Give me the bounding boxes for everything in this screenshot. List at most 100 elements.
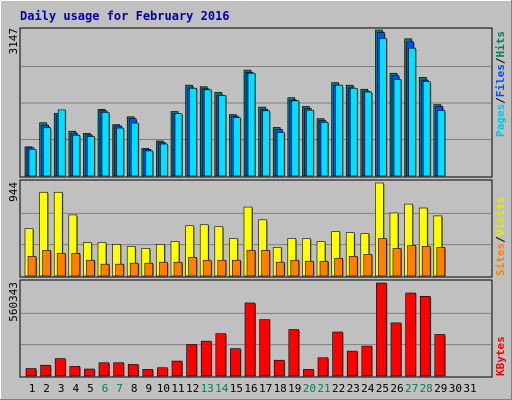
x-tick-day-15: 15 (230, 382, 243, 395)
bar-pages-day-21 (320, 122, 329, 177)
x-tick-day-7: 7 (116, 382, 123, 395)
bar-kbytes-day-10 (157, 367, 168, 377)
bar-kbytes-day-21 (317, 357, 329, 377)
bar-sites-day-2 (42, 250, 51, 277)
bar-kbytes-day-22 (332, 331, 343, 377)
bar-kbytes-day-1 (25, 368, 37, 377)
bar-pages-day-24 (364, 91, 373, 177)
bar-sites-day-27 (407, 245, 416, 277)
bar-pages-day-2 (43, 127, 51, 177)
bar-kbytes-day-24 (361, 345, 373, 377)
bar-sites-day-10 (159, 261, 168, 277)
bar-kbytes-day-11 (171, 360, 183, 377)
x-tick-day-21: 21 (317, 382, 330, 395)
x-tick-day-11: 11 (171, 382, 184, 395)
x-tick-day-6: 6 (102, 382, 109, 395)
bar-pages-day-1 (28, 149, 37, 177)
bar-sites-day-21 (319, 260, 329, 277)
legend-files: Files (494, 64, 507, 97)
bar-pages-day-25 (379, 38, 387, 177)
x-tick-labels: 1 2 3 4 5 6 7 8 9 10 11 12 13 14 15 16 17 18 19 20 21 22 23 24 2… (29, 382, 477, 395)
bar-sites-day-20 (305, 260, 314, 277)
bar-kbytes-day-2 (40, 364, 51, 377)
bar-pages-day-5 (87, 136, 95, 177)
bar-kbytes-day-27 (405, 292, 416, 377)
bar-pages-day-6 (101, 112, 110, 177)
bar-kbytes-day-5 (84, 368, 95, 377)
chart-title: Daily usage for February 2016 (20, 9, 230, 23)
x-tick-day-29: 29 (434, 382, 447, 395)
bar-sites-day-28 (421, 246, 431, 277)
x-tick-day-22: 22 (332, 382, 345, 395)
bar-pages-day-15 (233, 117, 241, 177)
x-tick-day-26: 26 (390, 382, 403, 395)
bar-kbytes-day-23 (346, 350, 358, 377)
x-tick-day-27: 27 (405, 382, 418, 395)
x-tick-day-20: 20 (303, 382, 316, 395)
bar-kbytes-day-19 (288, 329, 300, 377)
x-tick-day-30: 30 (449, 382, 462, 395)
x-tick-day-23: 23 (347, 382, 360, 395)
bar-kbytes-day-8 (127, 364, 139, 377)
legend-kbytes: KBytes (494, 336, 507, 376)
bar-kbytes-day-28 (419, 296, 431, 377)
bar-pages-day-26 (393, 79, 402, 177)
bar-kbytes-day-12 (186, 344, 197, 377)
bar-pages-day-28 (422, 81, 431, 177)
bar-sites-day-13 (202, 259, 212, 277)
bar-sites-day-7 (115, 263, 124, 277)
x-tick-day-13: 13 (201, 382, 214, 395)
bar-pages-day-27 (408, 47, 416, 177)
bar-pages-day-23 (349, 87, 358, 177)
bar-sites-day-19 (290, 259, 300, 277)
x-tick-day-25: 25 (376, 382, 389, 395)
bar-pages-day-20 (306, 109, 314, 177)
bar-kbytes-day-17 (259, 319, 270, 377)
bar-sites-day-15 (232, 259, 241, 277)
bar-kbytes-day-13 (200, 340, 212, 377)
bar-kbytes-day-26 (390, 322, 402, 377)
x-tick-day-12: 12 (186, 382, 199, 395)
bar-kbytes-day-29 (434, 334, 446, 377)
x-tick-day-16: 16 (244, 382, 257, 395)
ymax-label-visits: 944 (7, 182, 20, 202)
bar-sites-day-9 (144, 262, 154, 277)
bar-pages-day-8 (130, 122, 139, 177)
bar-pages-day-9 (145, 150, 154, 177)
bar-kbytes-day-15 (230, 348, 241, 377)
x-tick-day-31: 31 (463, 382, 476, 395)
bar-sites-day-29 (436, 247, 446, 277)
bar-kbytes-day-6 (98, 362, 110, 377)
bar-sites-day-5 (86, 259, 95, 277)
bar-pages-day-3 (57, 109, 66, 177)
bar-pages-day-16 (247, 72, 256, 177)
bar-pages-day-17 (262, 110, 270, 177)
bar-kbytes-day-3 (54, 358, 66, 377)
bar-kbytes-day-25 (376, 282, 387, 377)
x-tick-day-14: 14 (215, 382, 229, 395)
bar-sites-day-3 (56, 253, 66, 277)
bar-sites-day-23 (348, 255, 358, 277)
bar-pages-day-7 (116, 127, 124, 177)
x-tick-day-10: 10 (157, 382, 170, 395)
bar-pages-day-12 (189, 87, 197, 177)
bar-pages-day-18 (276, 132, 285, 177)
bar-sites-day-11 (173, 261, 183, 277)
bar-sites-day-4 (71, 253, 81, 277)
legend-separator-3: / (494, 236, 507, 243)
legend-sites-visits: Sites/Visits (494, 197, 507, 277)
bar-pages-day-14 (218, 95, 227, 177)
legend-separator-1: / (494, 97, 507, 104)
bars-layer (21, 29, 491, 377)
legend-hits-files-pages: Pages/Files/Hits (494, 31, 507, 137)
x-tick-day-24: 24 (361, 382, 375, 395)
x-tick-day-5: 5 (87, 382, 94, 395)
legend-hits: Hits (494, 31, 507, 58)
legend-visits: Visits (494, 197, 507, 237)
bar-sites-day-12 (188, 256, 197, 277)
legend-pages: Pages (494, 104, 507, 137)
bar-sites-day-25 (378, 238, 387, 277)
bar-sites-day-1 (27, 255, 37, 277)
bar-sites-day-17 (261, 250, 270, 277)
